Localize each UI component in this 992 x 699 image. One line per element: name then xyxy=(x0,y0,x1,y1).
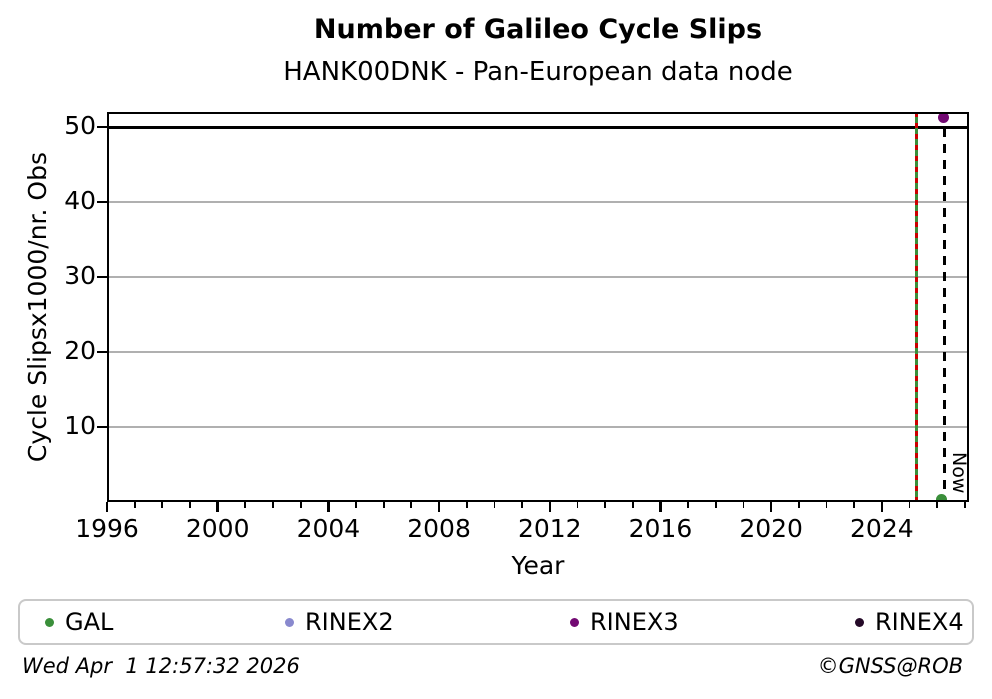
x-tick-label: 2008 xyxy=(407,514,471,543)
x-major-tick xyxy=(659,502,662,512)
timestamp: Wed Apr 1 12:57:32 2026 xyxy=(22,654,300,678)
legend-item-gal: GAL xyxy=(45,601,113,643)
x-minor-tick xyxy=(521,502,523,508)
x-minor-tick xyxy=(825,502,828,508)
x-major-tick xyxy=(105,502,109,512)
y-gridline xyxy=(107,351,969,353)
y-tick-label: 50 xyxy=(64,111,96,140)
legend: GAL RINEX2 RINEX3 RINEX4 xyxy=(18,599,974,645)
rinex4-marker-icon xyxy=(855,617,864,627)
x-minor-tick xyxy=(161,502,164,508)
y-major-tick xyxy=(97,275,107,279)
now-line-label: Now xyxy=(948,452,971,494)
x-axis-label: Year xyxy=(511,551,565,580)
x-tick-label: 2004 xyxy=(296,514,361,543)
y-axis-label: Cycle Slipsx1000/nr. Obs xyxy=(22,112,52,502)
chart-title: Number of Galileo Cycle Slips xyxy=(313,14,763,45)
x-minor-tick xyxy=(299,502,302,508)
x-tick-label: 2000 xyxy=(185,514,250,543)
x-minor-tick xyxy=(272,502,274,508)
y-tick-label: 20 xyxy=(64,336,96,365)
x-minor-tick xyxy=(410,502,413,508)
y-tick-label: 10 xyxy=(64,411,96,440)
x-minor-tick xyxy=(797,502,800,508)
x-tick-label: 2020 xyxy=(739,514,803,543)
data-point-rinex3 xyxy=(937,112,949,124)
event-line xyxy=(914,112,918,502)
y-major-tick xyxy=(97,425,107,429)
x-major-tick xyxy=(437,502,441,512)
legend-item-rinex4: RINEX4 xyxy=(855,601,964,643)
x-minor-tick xyxy=(493,502,496,508)
legend-item-rinex3: RINEX3 xyxy=(570,601,679,643)
x-tick-label: 1996 xyxy=(75,514,139,543)
max-line xyxy=(107,125,969,129)
x-major-tick xyxy=(327,502,330,512)
rinex3-marker-icon xyxy=(570,617,579,627)
x-major-tick xyxy=(548,502,551,512)
chart-subtitle: HANK00DNK - Pan-European data node xyxy=(283,57,793,87)
x-minor-tick xyxy=(714,502,717,508)
x-tick-label: 2012 xyxy=(517,514,582,543)
y-tick-label: 30 xyxy=(64,261,96,290)
x-major-tick xyxy=(880,502,884,512)
y-major-tick xyxy=(97,200,107,204)
x-minor-tick xyxy=(631,502,634,508)
x-minor-tick xyxy=(355,502,357,508)
x-minor-tick xyxy=(465,502,468,508)
x-minor-tick xyxy=(244,502,247,508)
legend-label: RINEX2 xyxy=(305,608,394,636)
legend-label: GAL xyxy=(65,608,114,636)
copyright: ©GNSS@ROB xyxy=(817,654,963,678)
x-major-tick xyxy=(769,502,773,512)
x-minor-tick xyxy=(936,502,939,508)
x-minor-tick xyxy=(576,502,579,508)
legend-label: RINEX4 xyxy=(875,608,964,636)
legend-label: RINEX3 xyxy=(590,608,679,636)
y-major-tick xyxy=(97,125,107,129)
y-tick-label: 40 xyxy=(64,186,96,215)
rinex2-marker-icon xyxy=(285,617,294,627)
x-minor-tick xyxy=(742,502,745,508)
x-minor-tick xyxy=(963,502,966,508)
gal-marker-icon xyxy=(45,617,54,627)
x-tick-label: 2016 xyxy=(628,514,693,543)
y-major-tick xyxy=(97,350,107,354)
y-gridline xyxy=(107,426,969,428)
plot-area xyxy=(107,112,969,502)
x-minor-tick xyxy=(853,502,856,508)
x-minor-tick xyxy=(604,502,606,508)
data-point-gal xyxy=(936,494,948,502)
y-gridline xyxy=(107,201,969,203)
x-major-tick xyxy=(216,502,219,512)
x-minor-tick xyxy=(908,502,911,508)
x-minor-tick xyxy=(382,502,385,508)
x-minor-tick xyxy=(133,502,136,508)
legend-item-rinex2: RINEX2 xyxy=(285,601,394,643)
now-line xyxy=(942,112,946,502)
x-minor-tick xyxy=(687,502,690,508)
y-gridline xyxy=(107,276,969,278)
x-tick-label: 2024 xyxy=(850,514,914,543)
x-minor-tick xyxy=(189,502,191,508)
